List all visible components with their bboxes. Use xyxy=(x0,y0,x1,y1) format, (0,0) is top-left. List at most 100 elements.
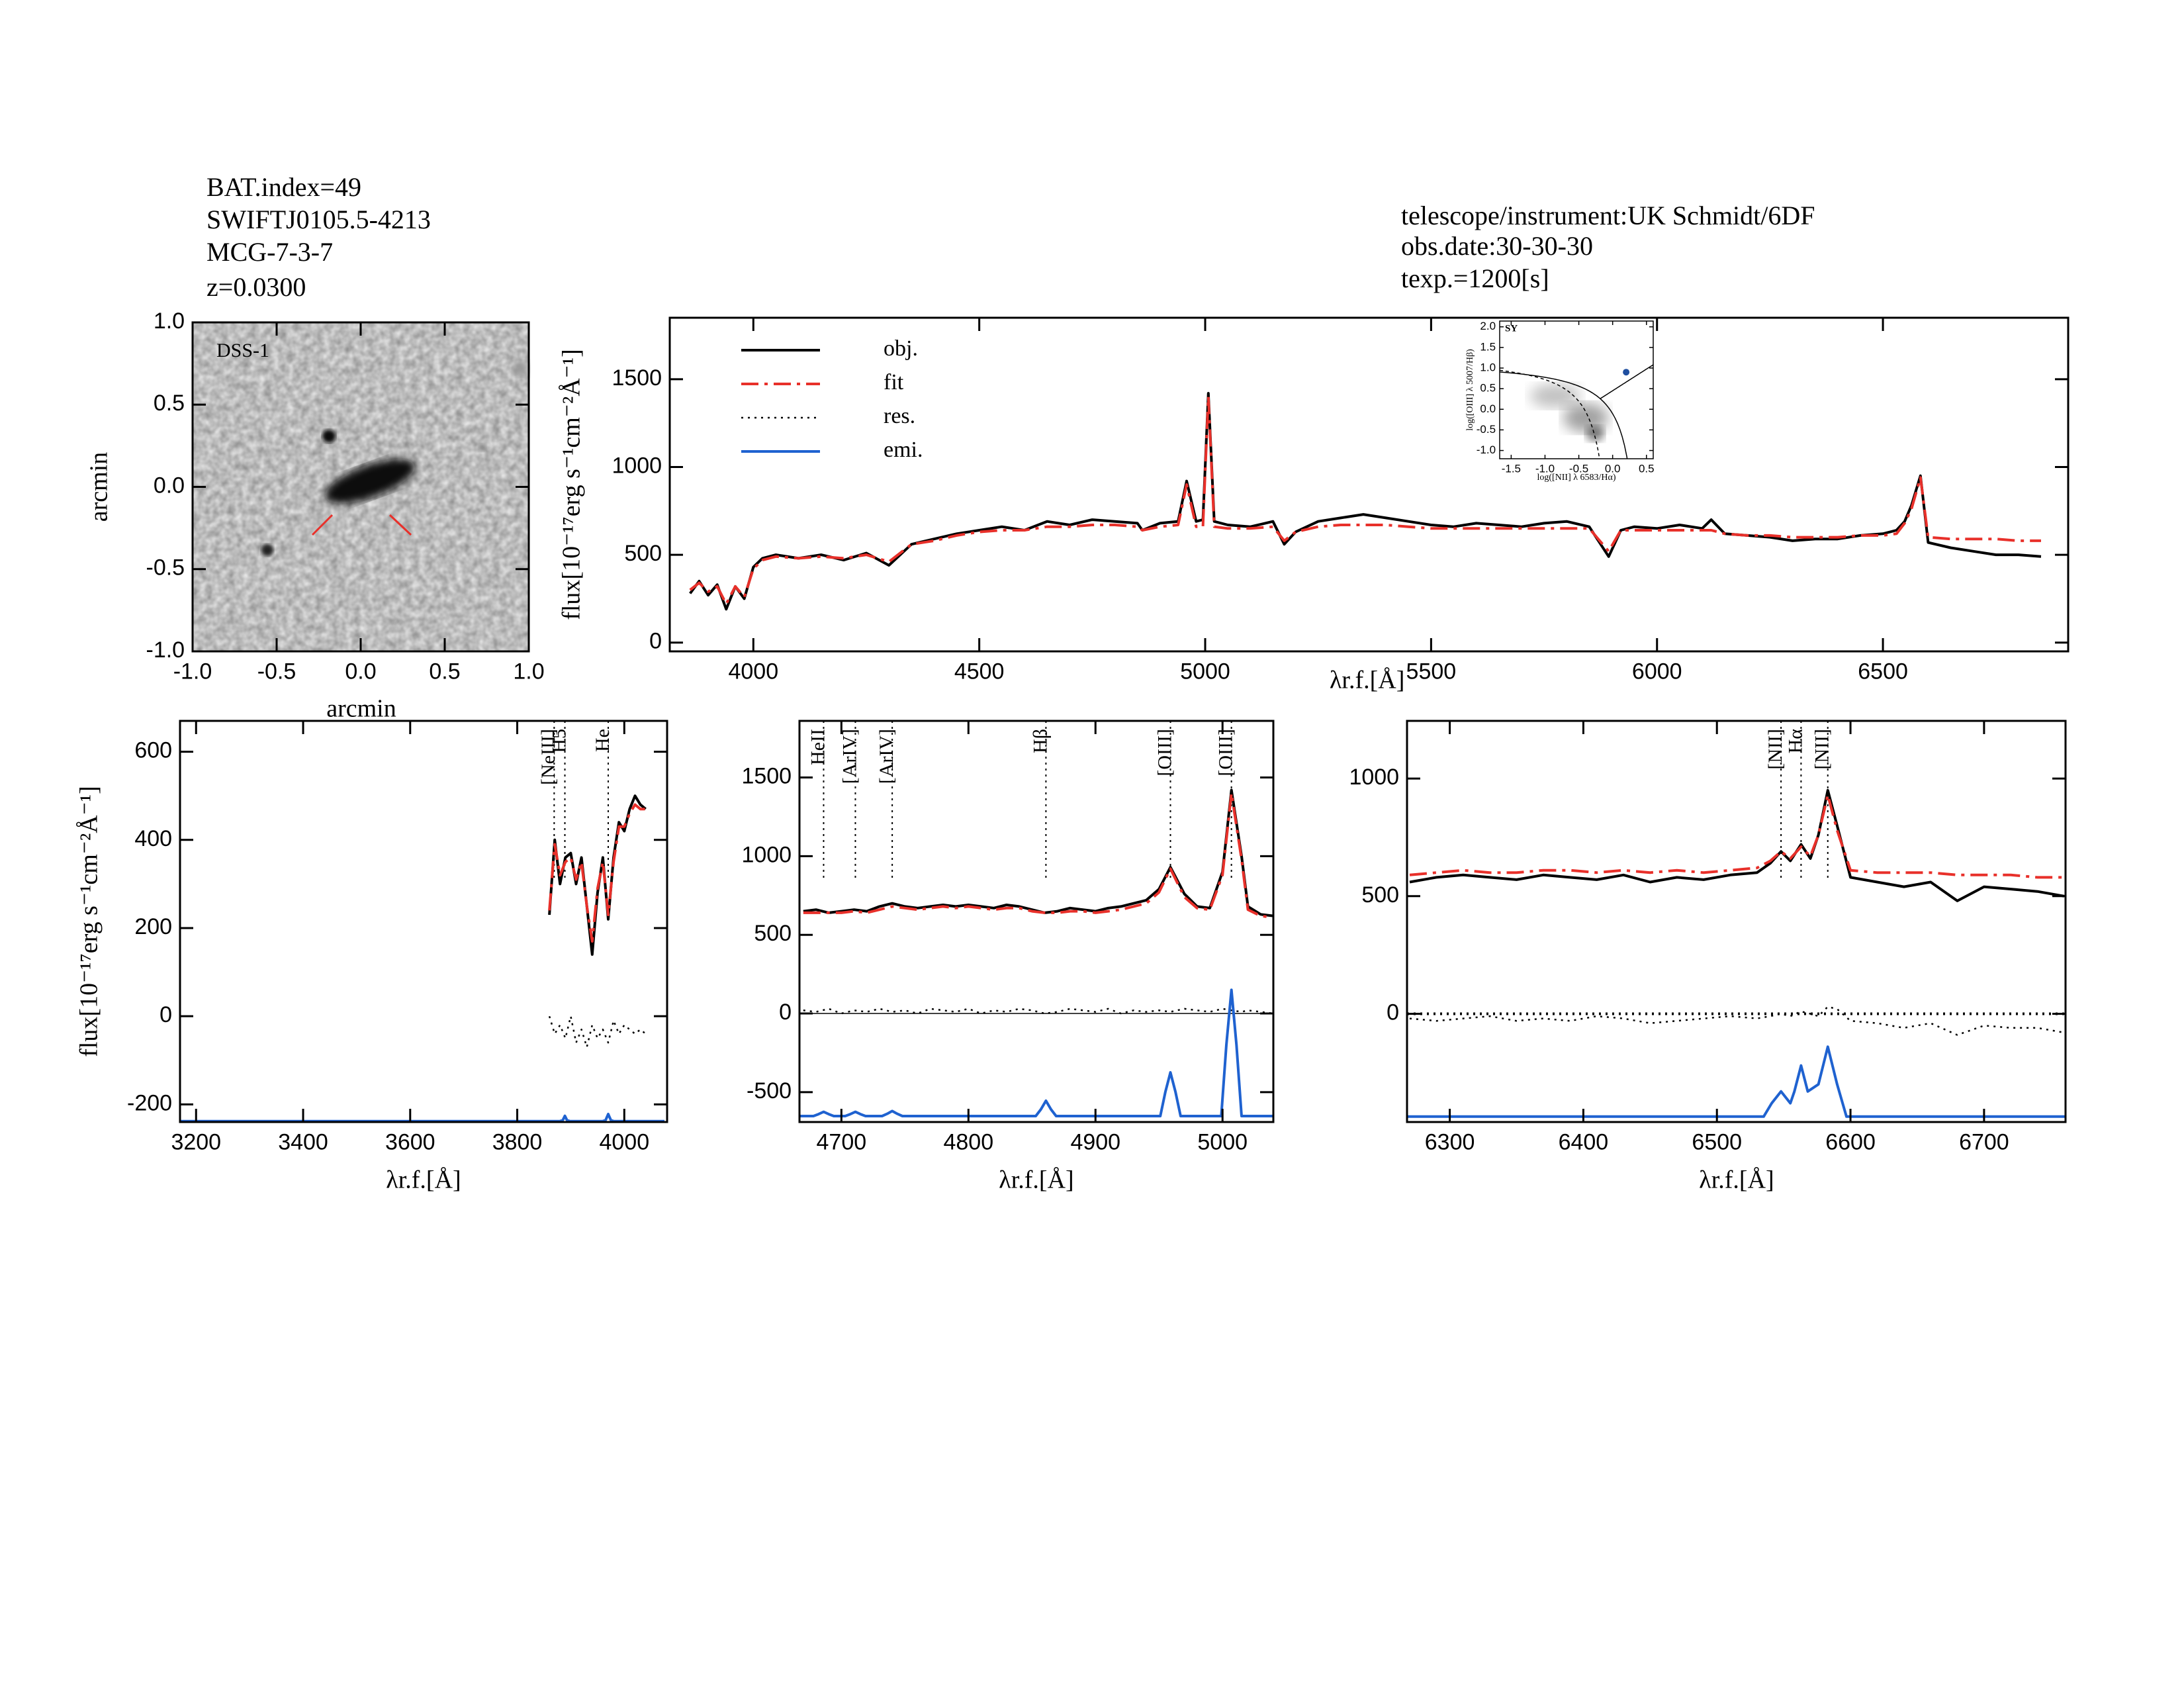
y-tick-label: 0 xyxy=(159,1002,172,1027)
target-marker xyxy=(311,514,334,536)
y-tick-label: 500 xyxy=(1361,882,1399,908)
x-tick-label: 6500 xyxy=(1692,1129,1742,1154)
spectrum-line xyxy=(1409,794,2064,879)
x-tick-label: 5000 xyxy=(1197,1129,1248,1154)
header-left: BAT.index=49 SWIFTJ0105.5-4213 MCG-7-3-7… xyxy=(206,172,431,302)
x-axis-label: λr.f.[Å] xyxy=(386,1166,461,1194)
y-tick-label: 500 xyxy=(624,541,662,566)
y-tick-label: 1000 xyxy=(1349,765,1399,790)
x-tick-label: 3800 xyxy=(492,1129,543,1154)
x-tick-label: 3200 xyxy=(171,1129,221,1154)
x-tick-label: 5000 xyxy=(1180,659,1230,684)
axes-frame xyxy=(798,720,1275,1123)
line-label: He xyxy=(592,729,614,752)
y-tick-label: 0.5 xyxy=(154,391,185,416)
spectrum-line xyxy=(689,395,2041,606)
axes-frame xyxy=(668,316,2070,653)
plot-area xyxy=(1407,721,2066,1118)
demarcation-curve xyxy=(1500,371,1628,459)
legend-label: emi. xyxy=(884,438,923,462)
y-tick-label: -1.0 xyxy=(146,637,185,663)
x-axis-label: λr.f.[Å] xyxy=(1330,667,1404,694)
x-tick-label: 0.5 xyxy=(429,659,460,684)
x-tick-label: 4900 xyxy=(1070,1129,1120,1154)
density-blob xyxy=(1530,384,1580,408)
header-line: MCG-7-3-7 xyxy=(206,237,333,267)
legend-label: obj. xyxy=(884,336,918,361)
y-tick-label: 0.0 xyxy=(154,473,185,498)
x-tick-label: 0.5 xyxy=(1639,463,1655,475)
image-label: DSS-1 xyxy=(216,340,269,361)
plot-area xyxy=(1500,364,1653,459)
class-label: SY xyxy=(1505,323,1518,334)
x-tick-label: 4800 xyxy=(943,1129,993,1154)
header-line: z=0.0300 xyxy=(206,272,306,302)
x-tick-label: 0.0 xyxy=(1605,463,1621,475)
y-tick-label: -0.5 xyxy=(146,555,185,581)
star xyxy=(261,544,273,556)
y-tick-label: 1.0 xyxy=(1480,361,1496,373)
demarcation-curve xyxy=(1600,364,1653,399)
y-axis-label: arcmin xyxy=(85,452,113,522)
y-axis-label: flux[10⁻¹⁷erg s⁻¹cm⁻²Å⁻¹] xyxy=(558,349,586,620)
line-label: [OIII] xyxy=(1154,729,1175,776)
x-axis-label: arcmin xyxy=(326,695,396,723)
x-tick-label: 6300 xyxy=(1425,1129,1475,1154)
line-label: [NeIII] xyxy=(537,729,559,785)
bpt-density xyxy=(1530,384,1608,442)
x-axis-label: λr.f.[Å] xyxy=(1699,1166,1774,1194)
header-right: telescope/instrument:UK Schmidt/6DF obs.… xyxy=(1401,201,1815,293)
y-tick-label: 1500 xyxy=(741,764,792,789)
bpt-point xyxy=(1623,369,1630,376)
density-blob xyxy=(1586,426,1604,442)
y-tick-label: 1000 xyxy=(741,842,792,867)
y-tick-label: 0 xyxy=(649,629,662,654)
x-tick-label: -1.5 xyxy=(1502,463,1521,475)
y-tick-label: 0 xyxy=(1387,1000,1399,1025)
x-tick-label: -1.0 xyxy=(173,659,212,684)
spectrum-line xyxy=(803,1008,1273,1015)
axes-frame xyxy=(1499,320,1654,459)
y-axis-label: flux[10⁻¹⁷erg s⁻¹cm⁻²Å⁻¹] xyxy=(75,786,103,1057)
line-label: H5 xyxy=(548,729,570,753)
y-tick-label: 0 xyxy=(779,1000,792,1025)
spectrum-line xyxy=(1407,1045,2066,1118)
y-tick-label: 1.0 xyxy=(154,308,185,334)
dss-image: DSS-1 xyxy=(193,322,529,651)
header-line: BAT.index=49 xyxy=(206,172,361,202)
galaxy xyxy=(324,459,416,504)
y-axis-label: log([OIII] λ 5007/Hβ) xyxy=(1465,349,1475,431)
line-label: [OIII] xyxy=(1215,729,1237,776)
line-label: [NII] xyxy=(1811,729,1833,770)
x-tick-label: 6500 xyxy=(1858,659,1908,684)
x-tick-label: -0.5 xyxy=(1569,463,1588,475)
plot-area xyxy=(689,392,2042,611)
y-tick-label: -200 xyxy=(127,1090,172,1115)
spectrum-line xyxy=(548,803,646,943)
axes-frame xyxy=(1406,720,2067,1123)
x-tick-label: 1.0 xyxy=(513,659,544,684)
x-tick-label: -0.5 xyxy=(257,659,296,684)
header-line: SWIFTJ0105.5-4213 xyxy=(206,205,431,234)
axes-frame xyxy=(179,720,668,1123)
header-line: telescope/instrument:UK Schmidt/6DF xyxy=(1401,201,1815,230)
y-tick-label: 0.0 xyxy=(1480,402,1496,415)
y-tick-label: -1.0 xyxy=(1477,444,1496,456)
target-marker xyxy=(388,514,412,536)
spectrum-line xyxy=(548,794,647,956)
x-tick-label: 6600 xyxy=(1825,1129,1876,1154)
y-tick-label: -0.5 xyxy=(1477,423,1496,436)
x-tick-label: 6400 xyxy=(1559,1129,1609,1154)
legend-label: res. xyxy=(884,404,915,428)
spectrum-line xyxy=(803,792,1273,919)
line-label: [ArIV] xyxy=(876,729,897,784)
x-tick-label: 4500 xyxy=(954,659,1005,684)
x-tick-label: 0.0 xyxy=(345,659,376,684)
y-tick-label: -500 xyxy=(747,1078,792,1103)
x-tick-label: 4000 xyxy=(728,659,778,684)
line-label: [ArIV] xyxy=(839,729,860,784)
header-line: obs.date:30-30-30 xyxy=(1401,231,1593,261)
x-tick-label: 4000 xyxy=(599,1129,649,1154)
y-tick-label: 1000 xyxy=(612,453,662,478)
star xyxy=(513,361,529,377)
